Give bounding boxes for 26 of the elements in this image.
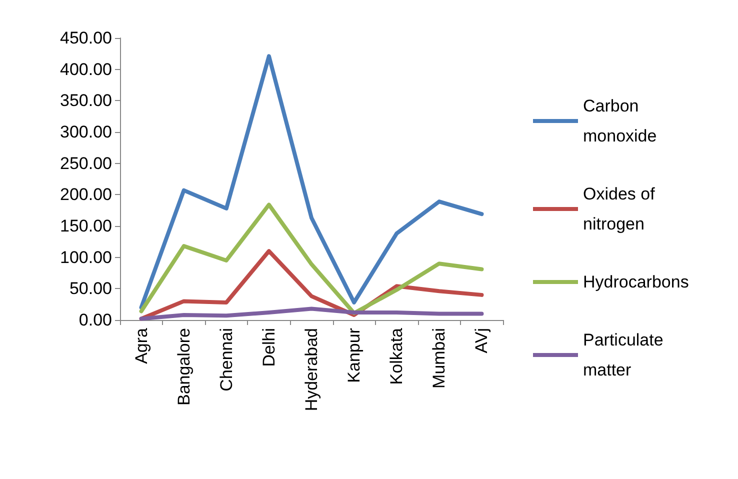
line-series: [139, 202, 484, 316]
x-tick-label: Mumbai: [430, 328, 449, 388]
y-tick-label: 450.00: [60, 28, 112, 48]
y-tick-label: 400.00: [60, 60, 112, 79]
x-tick-label: Kanpur: [344, 328, 364, 383]
x-tick-label: Delhi: [259, 328, 278, 367]
y-tick-label: 350.00: [60, 91, 112, 110]
legend-label: Particulate matter: [583, 330, 668, 380]
y-tick-label: 100.00: [60, 248, 112, 267]
legend-label: Oxides of nitrogen: [583, 184, 660, 234]
x-tick-label: AVj: [472, 328, 492, 354]
y-tick-label: 0.00: [78, 310, 112, 330]
x-tick-label: Chennai: [216, 328, 236, 392]
x-tick-label: Bangalore: [174, 328, 194, 406]
y-tick-label: 250.00: [60, 154, 112, 173]
y-tick-label: 300.00: [60, 122, 112, 142]
x-tick-label: Hyderabad: [302, 328, 321, 412]
y-tick-label: 200.00: [60, 185, 112, 204]
legend-label: Carbon monoxide: [583, 96, 657, 146]
x-tick-label: Agra: [132, 327, 151, 364]
line-series: [139, 306, 484, 321]
legend-label: Hydrocarbons: [583, 272, 689, 292]
line-series: [139, 54, 484, 310]
y-tick-label: 50.00: [69, 279, 112, 298]
y-tick-label: 150.00: [60, 216, 112, 236]
x-tick-label: Kolkata: [387, 327, 406, 385]
